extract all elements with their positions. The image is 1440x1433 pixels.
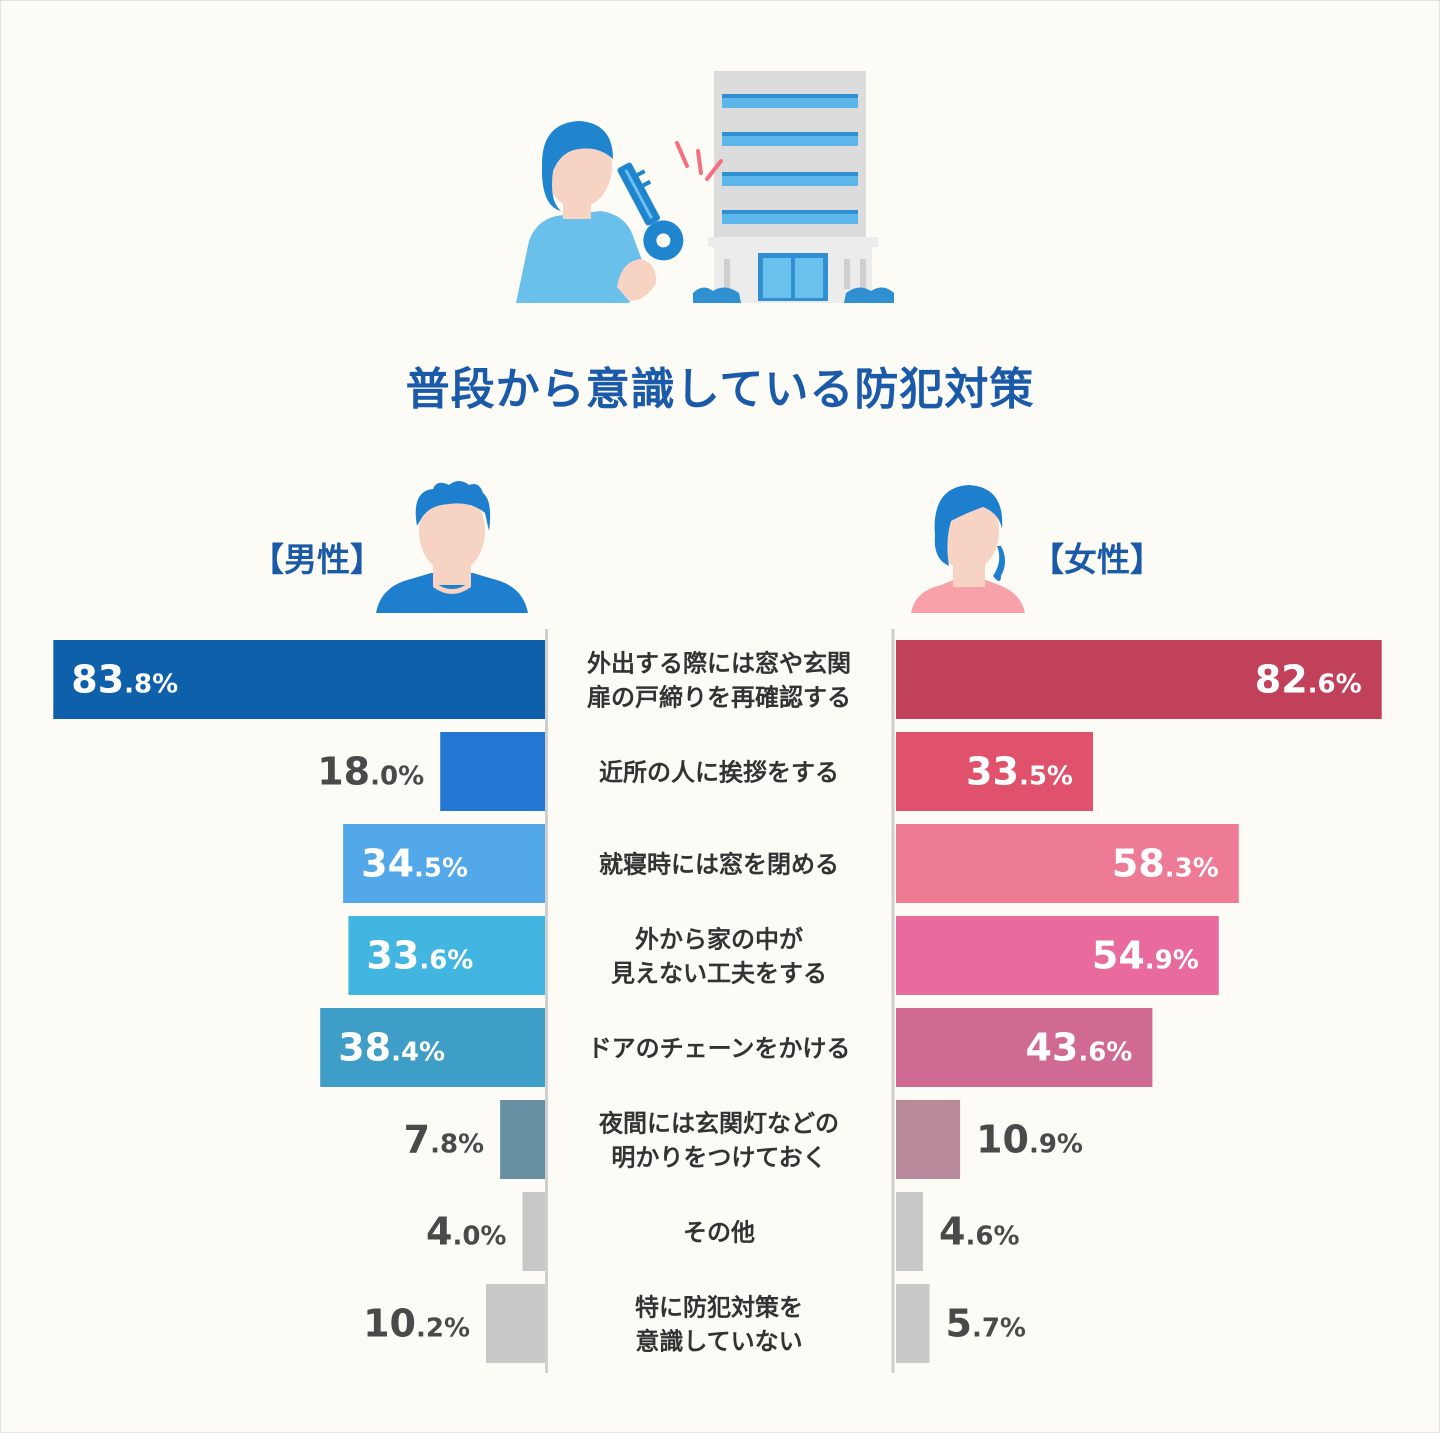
female-bar xyxy=(896,1284,930,1363)
female-bar xyxy=(896,1192,923,1271)
female-bar xyxy=(896,1100,960,1179)
female-value-label: 5.7% xyxy=(946,1302,1026,1346)
category-label: 外から家の中が見えない工夫をする xyxy=(611,926,827,988)
category-label: その他 xyxy=(683,1219,755,1247)
female-value-label: 10.9% xyxy=(976,1118,1083,1162)
male-bar xyxy=(523,1192,547,1271)
category-label: 夜間には玄関灯などの明かりをつけておく xyxy=(598,1110,839,1172)
category-label: 近所の人に挨拶をする xyxy=(599,759,839,787)
male-bar xyxy=(500,1100,546,1179)
female-value-label: 4.6% xyxy=(939,1210,1019,1254)
category-label: 就寝時には窓を閉める xyxy=(599,851,839,879)
category-label: ドアのチェーンをかける xyxy=(588,1035,851,1063)
male-value-label: 4.0% xyxy=(426,1210,506,1254)
male-value-label: 10.2% xyxy=(363,1302,470,1346)
male-value-label: 7.8% xyxy=(404,1118,484,1162)
male-bar xyxy=(486,1284,546,1363)
male-bar xyxy=(440,732,546,811)
male-value-label: 18.0% xyxy=(317,750,424,794)
category-label: 特に防犯対策を意識していない xyxy=(635,1294,803,1356)
category-label: 外出する際には窓や玄関扉の戸締りを再確認する xyxy=(587,650,851,712)
